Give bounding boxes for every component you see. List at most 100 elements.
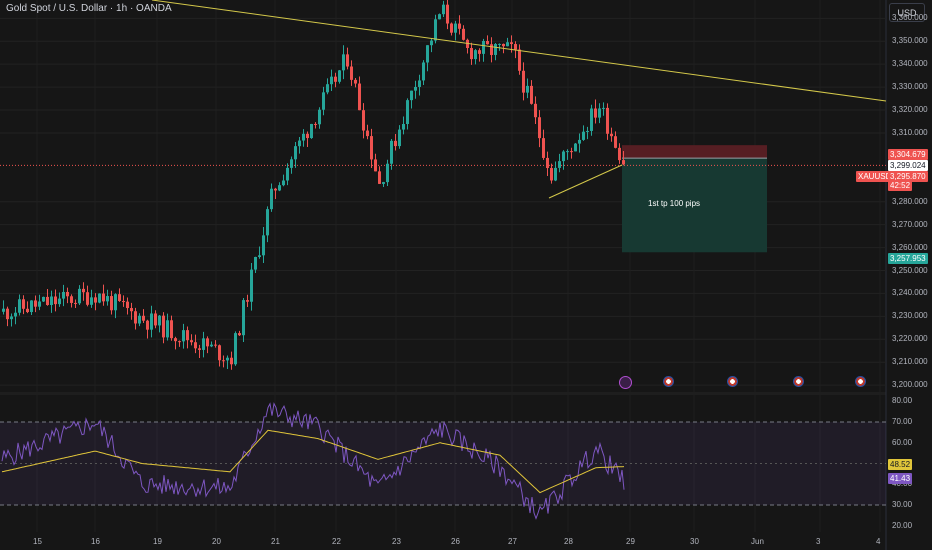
price-tick-label: 3,320.000 — [892, 105, 928, 115]
candle-body — [318, 109, 321, 125]
time-tick-label: 27 — [508, 537, 517, 546]
candle-body — [402, 124, 405, 130]
candle-body — [530, 85, 533, 104]
time-tick-label: 30 — [690, 537, 699, 546]
candle-body — [446, 4, 449, 24]
candle-body — [350, 66, 353, 80]
candle-body — [230, 357, 233, 365]
candle-body — [406, 100, 409, 125]
candle-body — [234, 333, 237, 365]
candle-body — [418, 80, 421, 87]
candle-body — [94, 297, 97, 303]
rsi-value-tag: 41.43 — [888, 473, 913, 484]
us-flag-event-icon[interactable] — [663, 376, 674, 387]
candle-body — [382, 182, 385, 184]
candle-body — [58, 298, 61, 305]
candle-body — [122, 301, 125, 303]
candle-body — [374, 159, 377, 172]
candle-body — [602, 107, 605, 109]
candle-body — [110, 296, 113, 311]
candle-body — [270, 188, 273, 210]
us-flag-event-icon[interactable] — [855, 376, 866, 387]
candle-body — [278, 185, 281, 191]
price-tick-label: 3,280.000 — [892, 196, 928, 206]
price-tick-label: 3,330.000 — [892, 82, 928, 92]
candle-body — [174, 338, 177, 342]
candle-body — [314, 123, 317, 125]
candle-body — [10, 316, 13, 320]
price-tick-label: 3,310.000 — [892, 127, 928, 137]
candle-body — [594, 108, 597, 118]
candle-body — [306, 133, 309, 139]
candle-body — [142, 315, 145, 321]
candle-body — [150, 313, 153, 330]
candle-body — [510, 42, 513, 45]
candle-body — [74, 302, 77, 304]
candle-body — [298, 140, 301, 147]
candle-body — [542, 138, 545, 158]
time-tick-label: 22 — [332, 537, 341, 546]
candle-body — [38, 301, 41, 307]
price-tick-label: 3,230.000 — [892, 311, 928, 321]
time-tick-label: 21 — [271, 537, 280, 546]
candle-body — [214, 344, 217, 346]
candle-body — [442, 4, 445, 15]
candle-body — [458, 23, 461, 29]
candle-body — [334, 76, 337, 82]
candle-body — [134, 311, 137, 324]
us-flag-event-icon[interactable] — [793, 376, 804, 387]
price-tick-label: 3,340.000 — [892, 59, 928, 69]
lightning-event-icon[interactable] — [619, 376, 632, 389]
candle-body — [118, 294, 121, 302]
candle-body — [18, 299, 21, 313]
candle-body — [550, 168, 553, 181]
candle-body — [342, 54, 345, 71]
candle-body — [50, 296, 53, 305]
candle-body — [518, 49, 521, 71]
candle-body — [242, 300, 245, 336]
resistance-trendline — [151, 0, 887, 102]
candle-body — [98, 293, 101, 303]
candle-body — [426, 45, 429, 63]
candle-body — [590, 108, 593, 131]
candle-body — [330, 76, 333, 85]
candle-body — [546, 157, 549, 169]
candle-body — [14, 312, 17, 317]
candle-body — [198, 348, 201, 350]
candle-body — [494, 43, 497, 55]
candle-body — [146, 320, 149, 330]
time-tick-label: 20 — [212, 537, 221, 546]
candle-body — [474, 50, 477, 60]
candle-body — [102, 293, 105, 302]
candle-body — [526, 85, 529, 93]
candle-body — [238, 333, 241, 336]
candle-body — [378, 171, 381, 184]
time-tick-label: 29 — [626, 537, 635, 546]
price-tick-label: 3,200.000 — [892, 380, 928, 390]
candle-body — [478, 50, 481, 54]
axis-background — [886, 0, 932, 550]
candle-body — [454, 23, 457, 33]
position-zones — [0, 145, 886, 253]
currency-button[interactable]: USD — [889, 3, 925, 22]
us-flag-event-icon[interactable] — [727, 376, 738, 387]
candle-body — [586, 130, 589, 132]
candle-body — [394, 140, 397, 147]
rsi-ma-line — [1, 429, 625, 494]
candle-body — [166, 320, 169, 338]
candle-body — [86, 292, 89, 305]
candle-body — [158, 315, 161, 326]
rsi-tick-label: 70.00 — [892, 416, 913, 426]
candle-body — [106, 296, 109, 302]
candle-body — [202, 338, 205, 350]
candle-body — [42, 296, 45, 302]
candle-body — [210, 344, 213, 347]
candle-body — [90, 297, 93, 305]
candle-body — [614, 136, 617, 148]
candle-body — [498, 43, 501, 45]
drawing-lines — [151, 0, 887, 199]
candle-body — [618, 147, 621, 161]
price-tick-label: 3,260.000 — [892, 242, 928, 252]
candle-body — [114, 294, 117, 311]
